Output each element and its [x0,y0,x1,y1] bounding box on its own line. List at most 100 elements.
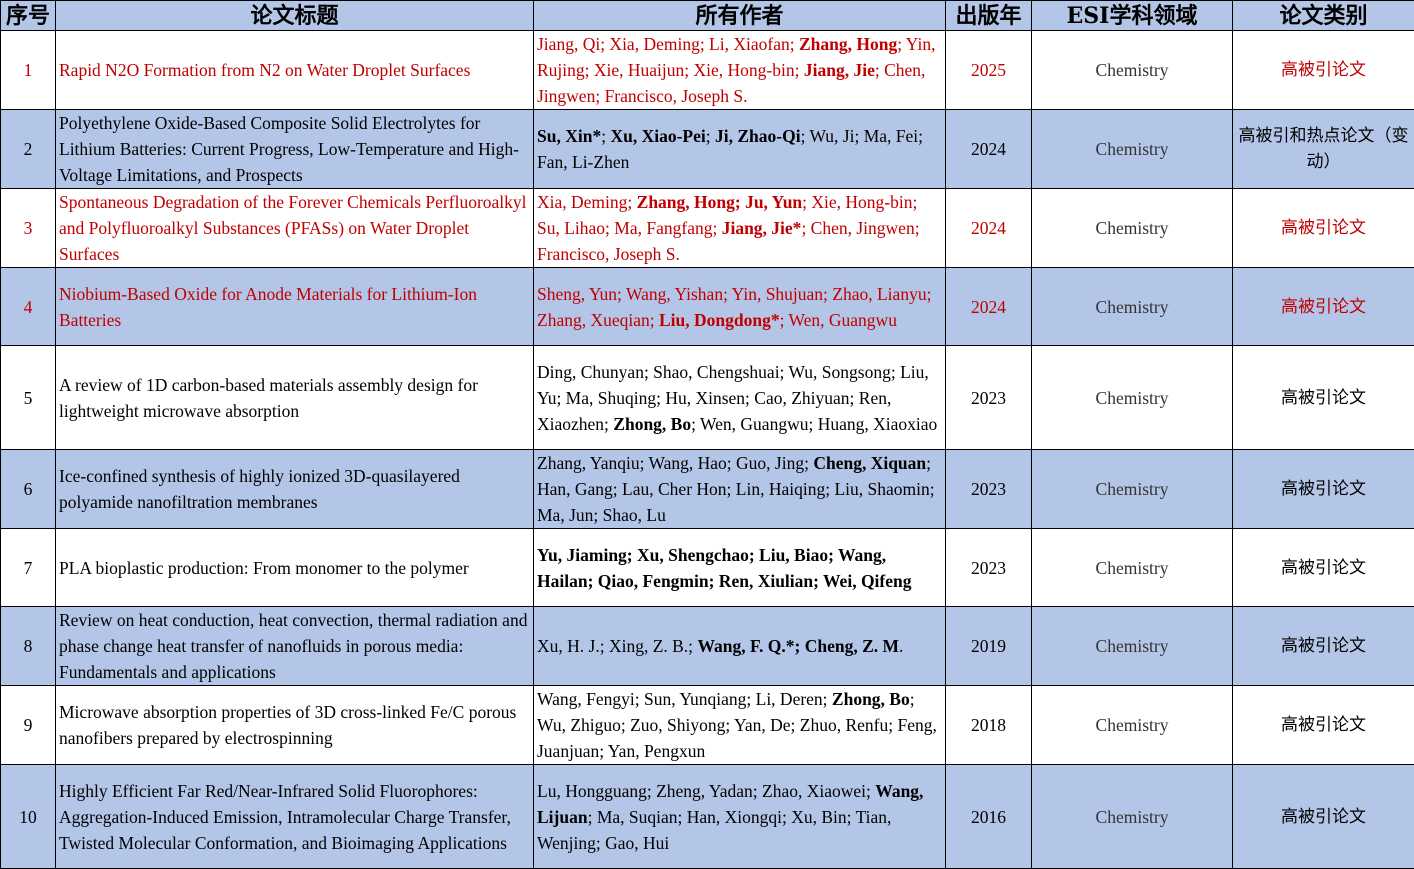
author-segment: Zhong, Bo [832,689,910,709]
author-segment: Zhang, Hong; Ju, Yun [637,192,803,212]
header-title: 论文标题 [56,1,534,31]
author-segment: Zhong, Bo [613,414,691,434]
publish-year: 2023 [946,529,1032,607]
paper-category: 高被引和热点论文（变动） [1233,110,1414,189]
author-segment: Zhang, Yanqiu; Wang, Hao; Guo, Jing; [537,453,813,473]
authors: Yu, Jiaming; Xu, Shengchao; Liu, Biao; W… [534,529,946,607]
publish-year: 2023 [946,346,1032,450]
author-segment: Liu, Dongdong* [659,310,780,330]
paper-category: 高被引论文 [1233,31,1414,110]
author-segment: Wang, Fengyi; Sun, Yunqiang; Li, Deren; [537,689,832,709]
paper-category: 高被引论文 [1233,686,1414,765]
paper-title: Niobium-Based Oxide for Anode Materials … [56,268,534,346]
publish-year: 2024 [946,189,1032,268]
paper-category: 高被引论文 [1233,607,1414,686]
row-number: 7 [1,529,56,607]
esi-field: Chemistry [1032,607,1233,686]
esi-field: Chemistry [1032,110,1233,189]
paper-title: Highly Efficient Far Red/Near-Infrared S… [56,765,534,869]
publish-year: 2019 [946,607,1032,686]
header-field: ESI学科领域 [1032,1,1233,31]
esi-field: Chemistry [1032,189,1233,268]
header-no: 序号 [1,1,56,31]
author-segment: Yu, Jiaming; Xu, Shengchao; Liu, Biao; W… [537,545,912,591]
paper-title: Review on heat conduction, heat convecti… [56,607,534,686]
header-row: 序号 论文标题 所有作者 出版年 ESI学科领域 论文类别 [1,1,1414,31]
author-segment: Su, Xin* [537,126,601,146]
authors: Xu, H. J.; Xing, Z. B.; Wang, F. Q.*; Ch… [534,607,946,686]
publish-year: 2023 [946,450,1032,529]
row-number: 1 [1,31,56,110]
author-segment: Wang, F. Q.*; Cheng, Z. M [697,636,899,656]
esi-field: Chemistry [1032,268,1233,346]
author-segment: Jiang, Qi; Xia, Deming; Li, Xiaofan; [537,34,799,54]
author-segment: ; Wen, Guangwu; Huang, Xiaoxiao [691,414,937,434]
paper-category: 高被引论文 [1233,450,1414,529]
authors: Ding, Chunyan; Shao, Chengshuai; Wu, Son… [534,346,946,450]
publish-year: 2025 [946,31,1032,110]
author-segment: ; Ma, Suqian; Han, Xiongqi; Xu, Bin; Tia… [537,807,891,853]
paper-title: Spontaneous Degradation of the Forever C… [56,189,534,268]
row-number: 4 [1,268,56,346]
paper-title: Rapid N2O Formation from N2 on Water Dro… [56,31,534,110]
esi-field: Chemistry [1032,346,1233,450]
paper-category: 高被引论文 [1233,765,1414,869]
paper-title: Microwave absorption properties of 3D cr… [56,686,534,765]
author-segment: Jiang, Jie* [722,218,802,238]
author-segment: ; Wen, Guangwu [780,310,897,330]
paper-category: 高被引论文 [1233,189,1414,268]
paper-title: A review of 1D carbon-based materials as… [56,346,534,450]
author-segment: Zhang, Hong [799,34,897,54]
author-segment: Lu, Hongguang; Zheng, Yadan; Zhao, Xiaow… [537,781,875,801]
publish-year: 2024 [946,268,1032,346]
esi-field: Chemistry [1032,31,1233,110]
row-number: 6 [1,450,56,529]
author-segment: Xia, Deming; [537,192,637,212]
publish-year: 2024 [946,110,1032,189]
author-segment: ; [706,126,715,146]
esi-field: Chemistry [1032,450,1233,529]
author-segment: Jiang, Jie [804,60,875,80]
row-number: 5 [1,346,56,450]
row-number: 10 [1,765,56,869]
header-year: 出版年 [946,1,1032,31]
authors: Su, Xin*; Xu, Xiao-Pei; Ji, Zhao-Qi; Wu,… [534,110,946,189]
authors: Zhang, Yanqiu; Wang, Hao; Guo, Jing; Che… [534,450,946,529]
authors: Xia, Deming; Zhang, Hong; Ju, Yun; Xie, … [534,189,946,268]
author-segment: . [899,636,903,656]
authors: Lu, Hongguang; Zheng, Yadan; Zhao, Xiaow… [534,765,946,869]
authors: Wang, Fengyi; Sun, Yunqiang; Li, Deren; … [534,686,946,765]
author-segment: Ji, Zhao-Qi [715,126,801,146]
author-segment: Cheng, Xiquan [813,453,926,473]
author-segment: Xu, H. J.; Xing, Z. B.; [537,636,697,656]
paper-category: 高被引论文 [1233,346,1414,450]
publish-year: 2016 [946,765,1032,869]
publish-year: 2018 [946,686,1032,765]
authors: Sheng, Yun; Wang, Yishan; Yin, Shujuan; … [534,268,946,346]
paper-title: Polyethylene Oxide-Based Composite Solid… [56,110,534,189]
author-segment: Xu, Xiao-Pei [610,126,705,146]
row-number: 9 [1,686,56,765]
paper-category: 高被引论文 [1233,529,1414,607]
row-number: 3 [1,189,56,268]
authors: Jiang, Qi; Xia, Deming; Li, Xiaofan; Zha… [534,31,946,110]
row-number: 2 [1,110,56,189]
header-authors: 所有作者 [534,1,946,31]
esi-field: Chemistry [1032,765,1233,869]
esi-field: Chemistry [1032,529,1233,607]
paper-title: Ice-confined synthesis of highly ionized… [56,450,534,529]
paper-title: PLA bioplastic production: From monomer … [56,529,534,607]
paper-category: 高被引论文 [1233,268,1414,346]
esi-field: Chemistry [1032,686,1233,765]
header-category: 论文类别 [1233,1,1414,31]
